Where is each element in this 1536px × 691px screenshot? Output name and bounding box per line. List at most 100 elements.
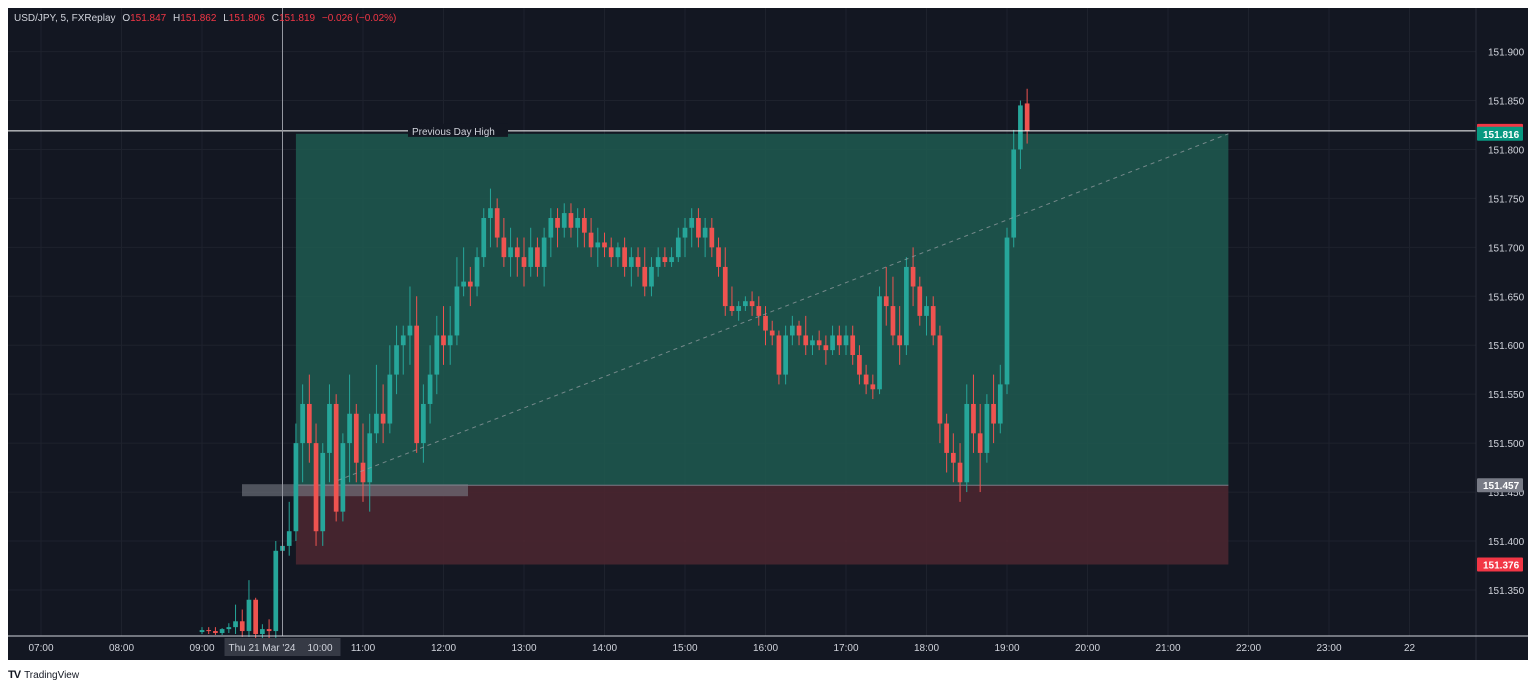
candle-body	[286, 531, 292, 546]
candle-body	[447, 335, 453, 346]
candle-body	[716, 247, 721, 267]
brand-label[interactable]: TradingView	[24, 669, 80, 681]
candle-body	[696, 217, 701, 238]
candle-body	[689, 217, 695, 228]
candle-body	[219, 629, 225, 634]
candle-body	[367, 433, 373, 483]
x-tick-label: 18:00	[914, 643, 939, 654]
candle-body	[394, 345, 399, 375]
candle-body	[441, 335, 446, 346]
candle-body	[508, 247, 513, 258]
candle-body	[467, 281, 473, 287]
candle-body	[306, 403, 312, 444]
candle-body	[1011, 149, 1017, 238]
candle-body	[488, 208, 493, 218]
candle-body	[749, 301, 755, 307]
candle-body	[830, 335, 835, 351]
x-tick-label: 21:00	[1155, 643, 1180, 654]
y-tick-label: 151.450	[1488, 488, 1525, 499]
candle-body	[850, 335, 856, 356]
candle-body	[427, 374, 433, 404]
candle-body	[239, 621, 245, 632]
candle-body	[414, 325, 420, 444]
candle-body	[756, 306, 762, 316]
candle-body	[743, 301, 748, 307]
candle-body	[789, 325, 795, 336]
candle-body	[615, 247, 621, 258]
crosshair-time-label: 10:00	[308, 643, 333, 654]
candle-body	[836, 335, 842, 346]
candle-body	[682, 227, 688, 238]
candle-body	[763, 315, 768, 331]
candle-body	[548, 217, 554, 238]
candle-body	[434, 335, 440, 375]
candlestick-chart[interactable]: Previous Day High 151.900 151.850 151.800 15…	[8, 8, 1528, 660]
entry-marker	[242, 484, 468, 497]
candle-body	[964, 403, 970, 483]
candle-body	[206, 630, 212, 632]
candle-body	[897, 335, 903, 346]
candle-body	[535, 247, 540, 267]
footer: TV TradingView	[8, 669, 79, 681]
candle-body	[568, 213, 574, 228]
candle-body	[917, 286, 923, 316]
loss-zone	[295, 485, 1229, 565]
candle-body	[454, 286, 460, 336]
candle-body	[541, 237, 547, 267]
candle-body	[555, 217, 560, 228]
candle-body	[561, 213, 567, 228]
candle-body	[528, 247, 534, 267]
candle-body	[950, 452, 956, 463]
y-tick-label: 151.750	[1488, 194, 1525, 205]
symbol-label[interactable]: USD/JPY, 5, FXReplay	[14, 13, 116, 24]
y-tick-label: 151.700	[1488, 243, 1525, 254]
candle-body	[333, 403, 339, 512]
high-value: 151.862	[180, 13, 217, 24]
candle-body	[984, 403, 990, 453]
y-tick-label: 151.850	[1488, 97, 1525, 108]
candle-body	[702, 227, 708, 238]
chart-frame: Previous Day High 151.900 151.850 151.800 15…	[8, 8, 1528, 660]
y-tick-label: 151.550	[1488, 390, 1525, 401]
crosshair-date-bg	[224, 638, 341, 656]
candle-body	[380, 413, 386, 424]
x-tick-label: 16:00	[753, 643, 778, 654]
candle-body	[722, 266, 728, 307]
profit-zone	[295, 133, 1229, 486]
close-label: C	[271, 13, 279, 24]
candle-body	[675, 237, 681, 258]
candle-body	[977, 433, 983, 453]
price-label: 151.376	[1483, 561, 1520, 572]
candle-body	[300, 403, 305, 444]
y-tick-label: 151.800	[1488, 145, 1525, 156]
candle-body	[461, 281, 466, 287]
candle-body	[883, 296, 889, 307]
low-value: 151.806	[228, 13, 265, 24]
candle-body	[1024, 103, 1030, 131]
y-tick-label: 151.600	[1488, 341, 1525, 352]
candle-body	[387, 374, 393, 424]
x-tick-label: 15:00	[672, 643, 697, 654]
candle-body	[340, 443, 346, 512]
ohlc-legend: USD/JPY, 5, FXReplay O151.847 H151.862 L…	[14, 13, 396, 24]
candle-body	[622, 247, 627, 267]
candle-body	[776, 335, 782, 375]
price-label-bg	[1477, 478, 1523, 493]
x-tick-label: 23:00	[1316, 643, 1341, 654]
hline-label-bg	[408, 123, 508, 137]
candle-body	[944, 423, 949, 453]
candle-body	[843, 335, 849, 346]
x-tick-label: 20:00	[1075, 643, 1100, 654]
candle-body	[957, 462, 963, 483]
open-label: O	[122, 13, 131, 24]
candle-body	[602, 242, 607, 248]
candle-body	[353, 413, 359, 463]
high-label: H	[173, 13, 181, 24]
tradingview-logo-icon[interactable]: TV	[8, 669, 21, 681]
candle-body	[669, 257, 674, 263]
candle-body	[649, 266, 654, 287]
x-tick-label: 12:00	[431, 643, 456, 654]
candle-body	[260, 629, 265, 634]
candle-body	[501, 237, 507, 258]
candle-body	[407, 325, 413, 336]
